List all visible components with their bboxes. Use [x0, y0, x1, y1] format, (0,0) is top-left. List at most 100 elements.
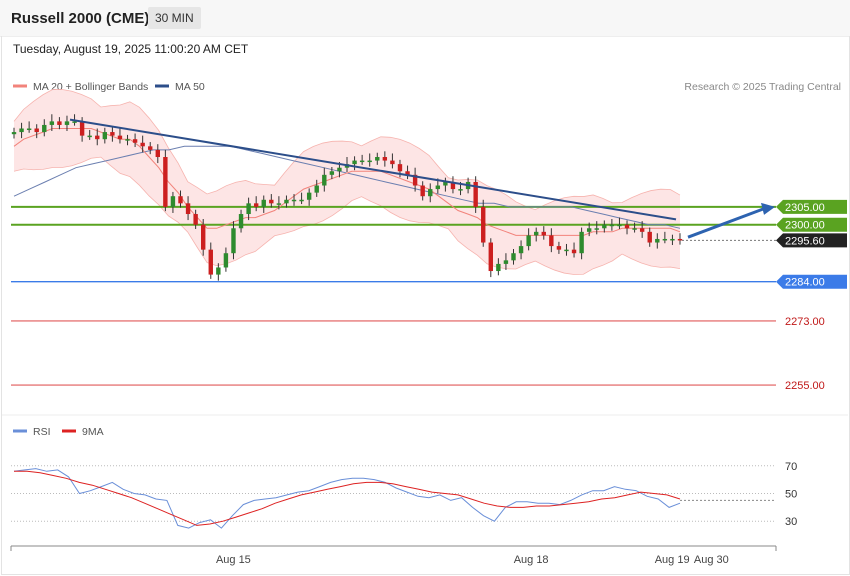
bollinger-bands [14, 89, 680, 275]
level-label-box-2 [776, 233, 847, 248]
candle-body [556, 246, 562, 250]
candle-body [216, 267, 221, 275]
candle-body [306, 192, 312, 200]
candle-body [102, 132, 108, 140]
candle-body [163, 157, 168, 207]
rsi-tick-30: 30 [785, 516, 797, 528]
x-tick-label-3: Aug 30 [694, 554, 729, 566]
candle-body [670, 238, 675, 241]
candle-body [208, 249, 213, 275]
candle-body [367, 160, 372, 163]
candle-body [261, 199, 266, 207]
bollinger-upper [13, 89, 681, 211]
level-label-1: 2300.00 [785, 220, 825, 232]
level-label-0: 2305.00 [785, 202, 825, 214]
ma50-legend-swatch [155, 84, 169, 88]
candle-body [428, 189, 433, 197]
x-tick-label-2: Aug 19 [655, 554, 690, 566]
candle-body [11, 132, 17, 135]
candle-body [291, 199, 297, 202]
candle-body [632, 228, 637, 230]
candle-body [276, 203, 282, 205]
candle-body [617, 224, 622, 227]
candle-body [503, 260, 509, 264]
candle-body [223, 253, 229, 268]
candle-body [79, 121, 85, 136]
candle-body [26, 128, 32, 131]
candle-body [496, 263, 501, 272]
forecast-arrow-head [761, 202, 775, 215]
level-label-5: 2255.00 [785, 380, 825, 392]
candle-body [185, 203, 191, 215]
downtrend-line [69, 118, 677, 221]
level-label-2: 2295.60 [785, 235, 825, 247]
candle-body [170, 196, 176, 207]
level-label-3: 2284.00 [785, 277, 825, 289]
candle-body [549, 235, 554, 247]
candle-body [586, 228, 592, 232]
candle-body [397, 164, 403, 172]
research-credit: Research © 2025 Trading Central [684, 81, 841, 93]
candle-body [443, 181, 448, 186]
level-label-box-0 [776, 199, 847, 214]
candle-body [473, 181, 478, 207]
x-tick-label-1: Aug 18 [514, 554, 549, 566]
ma50-legend-label: MA 50 [175, 81, 205, 93]
rsi-ma-line [14, 470, 681, 526]
candle-body [57, 121, 62, 125]
candle-body [95, 135, 100, 140]
interval-badge[interactable]: 30 MIN [148, 7, 201, 29]
candle-body [337, 167, 342, 172]
candle-body [435, 185, 441, 190]
level-label-box-3 [776, 274, 847, 289]
candle-body [450, 181, 456, 190]
candle-body [34, 128, 39, 133]
rsi-tick-50: 50 [785, 489, 797, 501]
candle-body [594, 228, 599, 230]
candle-body [352, 160, 357, 165]
candle-body [193, 214, 198, 225]
ma20-legend-swatch [13, 84, 27, 88]
candle-body [148, 146, 153, 150]
candle-body [64, 121, 70, 125]
candle-body [655, 238, 660, 243]
candle-body [662, 238, 668, 241]
forecast-arrow-shaft [687, 207, 765, 239]
x-tick-label-0: Aug 15 [216, 554, 251, 566]
candle-body [534, 231, 539, 236]
candle-body [87, 135, 92, 138]
candle-body [624, 224, 630, 229]
candle-body [412, 174, 418, 186]
candle-body [140, 142, 145, 147]
rsi-line [13, 468, 681, 529]
candle-body [299, 199, 304, 202]
candle-body [564, 249, 569, 252]
candle-body [238, 214, 244, 229]
candle-body [19, 128, 24, 133]
candle-body [231, 228, 236, 254]
candle-body [382, 157, 388, 161]
candle-body [541, 231, 546, 236]
candle-body [602, 224, 607, 229]
candle-body [579, 231, 584, 254]
candle-body [125, 139, 130, 141]
chart-header: Russell 2000 (CME) 30 MIN [0, 0, 850, 37]
candle-body [639, 228, 645, 232]
level-label-4: 2273.00 [785, 316, 825, 328]
candle-body [201, 224, 206, 250]
candle-body [390, 160, 395, 165]
rsi-legend-swatch [13, 429, 27, 433]
ma20-line [13, 128, 681, 236]
level-label-box-1 [776, 217, 847, 232]
candle-body [269, 199, 274, 204]
candle-body [458, 189, 463, 191]
candle-body [322, 174, 327, 186]
candle-body [405, 171, 410, 175]
candle-body [375, 157, 380, 161]
candle-body [647, 231, 652, 243]
candle-body [481, 206, 486, 243]
candle-body [132, 139, 138, 143]
candle-body [511, 253, 516, 261]
candle-body [526, 235, 531, 247]
